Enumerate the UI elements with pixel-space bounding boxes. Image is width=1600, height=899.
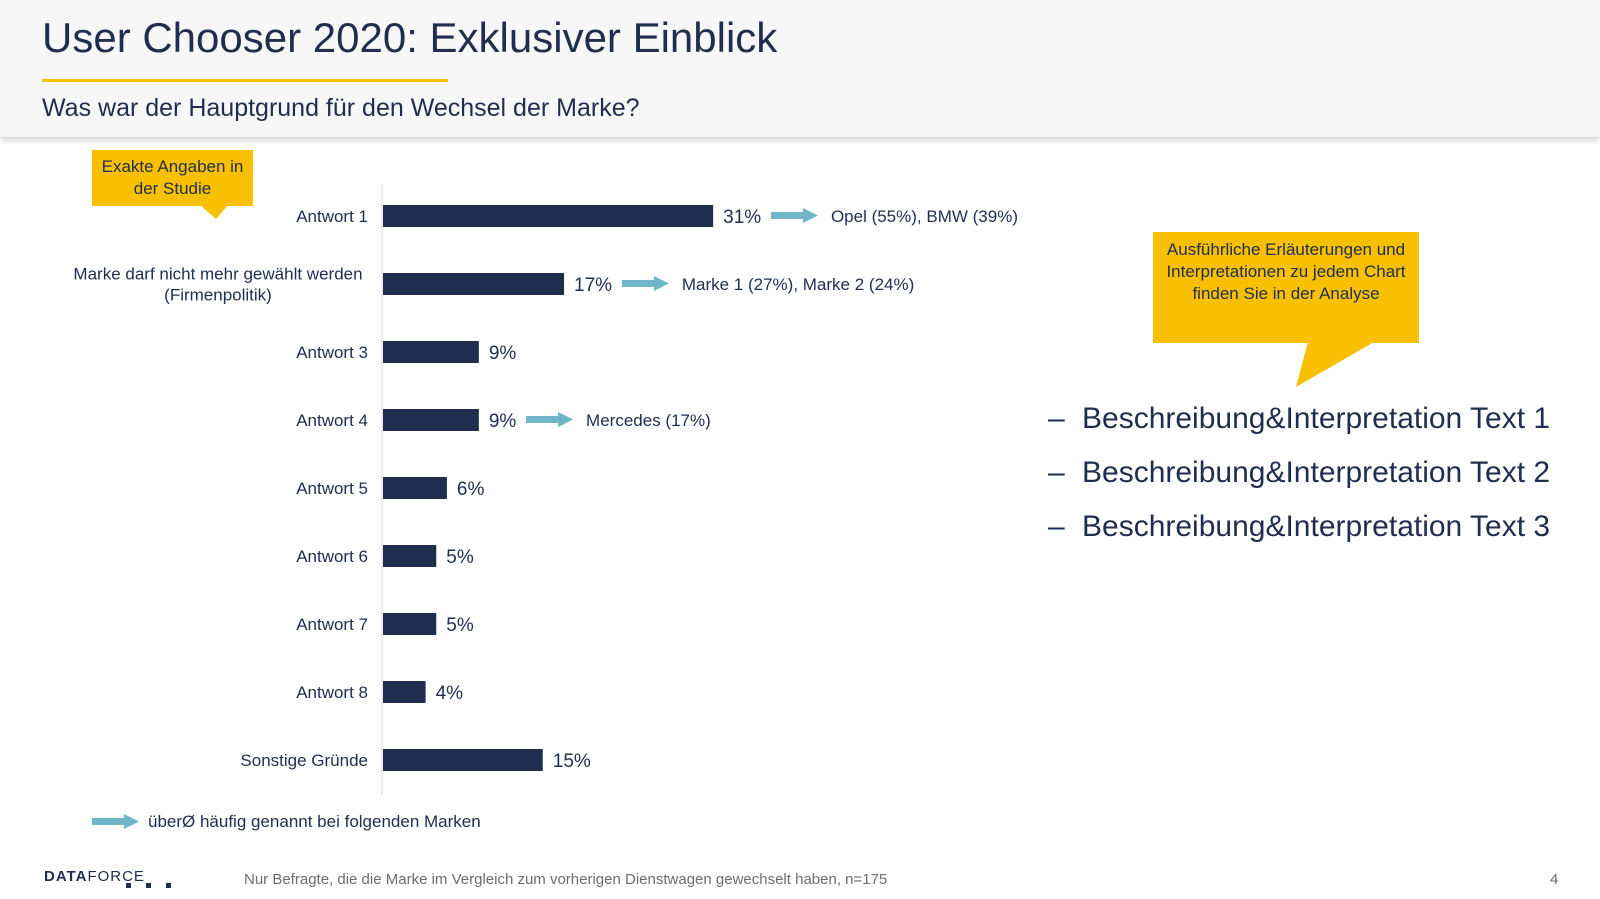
value-label: 4% xyxy=(436,683,464,704)
category-label: (Firmenpolitik) xyxy=(164,286,272,305)
category-label: Antwort 6 xyxy=(296,547,368,566)
interpretation-list: – Beschreibung&Interpretation Text 1 – Bes… xyxy=(1048,392,1550,554)
interpretation-item: – Beschreibung&Interpretation Text 2 xyxy=(1048,456,1551,489)
value-label: 6% xyxy=(457,479,485,500)
arrow-shaft xyxy=(770,212,805,219)
brand-arrow-icon xyxy=(770,208,818,223)
slide-header: User Chooser 2020: Exklusiver Einblick W… xyxy=(0,0,1600,137)
callout-right-pointer xyxy=(1296,342,1374,387)
title-underline xyxy=(42,79,448,82)
bar xyxy=(383,613,437,635)
bar xyxy=(383,681,426,703)
brand-annotation: Marke 1 (27%), Marke 2 (24%) xyxy=(682,275,914,294)
category-label: Antwort 1 xyxy=(296,207,368,226)
callout-left-pointer xyxy=(200,205,228,219)
value-label: 17% xyxy=(574,275,612,296)
arrow-shaft xyxy=(621,280,656,287)
interpretation-item: – Beschreibung&Interpretation Text 3 xyxy=(1048,510,1551,543)
dataforce-logo: DATAFORCE xyxy=(44,868,145,885)
interpretation-text: Beschreibung&Interpretation Text 3 xyxy=(1082,510,1551,543)
interpretation-text: Beschreibung&Interpretation Text 2 xyxy=(1082,456,1551,489)
category-label: Antwort 8 xyxy=(296,683,368,702)
category-label: Marke darf nicht mehr gewählt werden xyxy=(73,265,362,284)
bar xyxy=(383,341,479,363)
interpretation-text: Beschreibung&Interpretation Text 1 xyxy=(1082,402,1551,435)
value-label: 15% xyxy=(553,751,591,772)
bar xyxy=(383,409,479,431)
arrow-head xyxy=(558,412,574,427)
arrow-head xyxy=(653,276,669,291)
legend-text: überØ häufig genannt bei folgenden Marke… xyxy=(148,812,481,831)
value-label: 31% xyxy=(723,207,761,228)
value-label: 9% xyxy=(489,343,517,364)
slide-subtitle: Was war der Hauptgrund für den Wechsel d… xyxy=(42,94,640,122)
arrow-shaft xyxy=(526,416,561,423)
footnote: Nur Befragte, die die Marke im Vergleich… xyxy=(244,871,888,888)
logo-bold-text: DATA xyxy=(44,868,88,885)
legend-arrow-icon xyxy=(92,814,139,829)
logo-light-text: FORCE xyxy=(87,868,145,885)
category-label: Antwort 5 xyxy=(296,479,368,498)
brand-arrow-icon xyxy=(526,412,574,427)
value-label: 5% xyxy=(446,547,474,568)
interpretation-item: – Beschreibung&Interpretation Text 1 xyxy=(1048,402,1551,435)
reason-bar-chart: Antwort 1 31% Opel (55%), BMW (39%) Marke d… xyxy=(73,184,1018,795)
bar xyxy=(383,477,447,499)
callout-exact-figures: Exakte Angaben in der Studie xyxy=(92,150,253,206)
value-label: 9% xyxy=(489,411,517,432)
brand-annotation: Mercedes (17%) xyxy=(586,411,711,430)
callout-analysis-note: Ausführliche Erläuterungen und Interpret… xyxy=(1153,232,1419,343)
brand-arrow-icon xyxy=(621,276,669,291)
category-label: Antwort 3 xyxy=(296,343,368,362)
slide-title: User Chooser 2020: Exklusiver Einblick xyxy=(42,14,778,61)
page-number: 4 xyxy=(1550,871,1559,888)
bar xyxy=(383,205,714,227)
arrow-head xyxy=(802,208,818,223)
category-label: Antwort 7 xyxy=(296,615,368,634)
brand-annotation: Opel (55%), BMW (39%) xyxy=(831,207,1018,226)
category-label: Sonstige Gründe xyxy=(240,751,368,770)
bar xyxy=(383,545,437,567)
category-label: Antwort 4 xyxy=(296,411,368,430)
bar xyxy=(383,749,543,771)
value-label: 5% xyxy=(446,615,474,636)
bar xyxy=(383,273,565,295)
logo-dots-icon xyxy=(126,883,171,888)
